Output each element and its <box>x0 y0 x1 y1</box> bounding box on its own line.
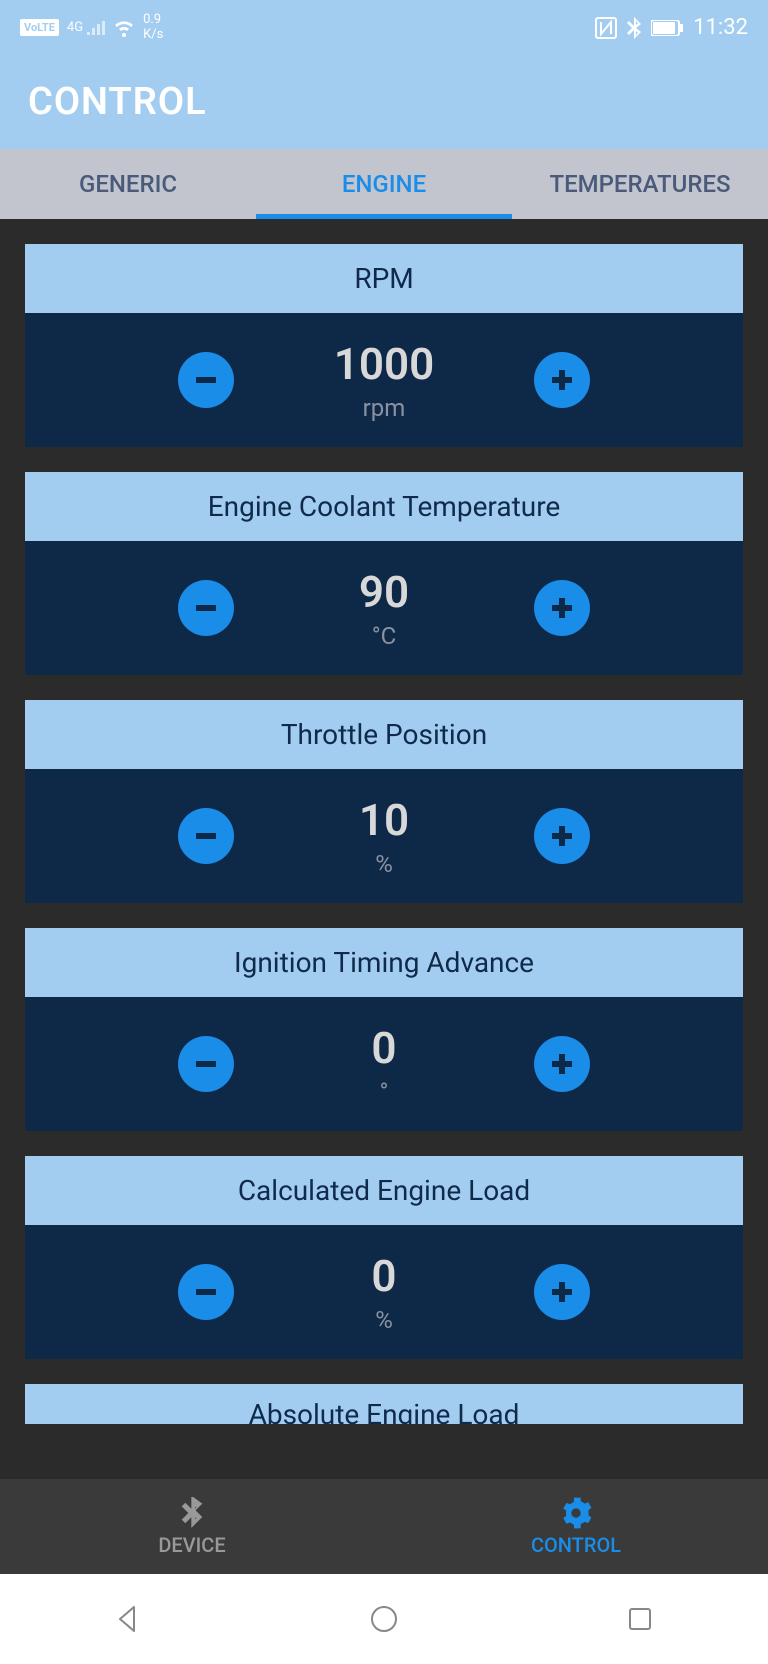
param-card-throttle: Throttle Position 10 % <box>25 700 743 903</box>
nav-label: DEVICE <box>158 1533 225 1557</box>
param-value-wrap: 1000 rpm <box>324 338 444 422</box>
param-value: 0 <box>324 1250 444 1302</box>
nav-label: CONTROL <box>531 1533 621 1557</box>
param-unit: % <box>324 850 444 878</box>
gear-icon <box>560 1497 592 1529</box>
minus-icon <box>190 1276 222 1308</box>
decrement-button[interactable] <box>178 808 234 864</box>
param-body: 10 % <box>25 769 743 903</box>
status-left: VoLTE 4G 0.9 K/s <box>20 13 163 42</box>
decrement-button[interactable] <box>178 580 234 636</box>
bluetooth-status-icon <box>627 17 641 39</box>
param-card-ignition: Ignition Timing Advance 0 ° <box>25 928 743 1131</box>
home-icon[interactable] <box>366 1601 402 1637</box>
param-unit: °C <box>324 622 444 650</box>
param-title: Engine Coolant Temperature <box>25 472 743 541</box>
param-value: 10 <box>324 794 444 846</box>
decrement-button[interactable] <box>178 1264 234 1320</box>
wifi-icon <box>113 19 135 37</box>
param-title: Calculated Engine Load <box>25 1156 743 1225</box>
param-title: Throttle Position <box>25 700 743 769</box>
param-title: Ignition Timing Advance <box>25 928 743 997</box>
minus-icon <box>190 1048 222 1080</box>
param-body: 1000 rpm <box>25 313 743 447</box>
nfc-icon <box>595 17 617 39</box>
tab-engine[interactable]: ENGINE <box>256 149 512 219</box>
param-value: 90 <box>324 566 444 618</box>
param-card-coolant: Engine Coolant Temperature 90 °C <box>25 472 743 675</box>
content-area[interactable]: RPM 1000 rpm Engine Coolant Temperature … <box>0 219 768 1479</box>
speed-unit: K/s <box>143 28 163 42</box>
param-body: 0 ° <box>25 997 743 1131</box>
increment-button[interactable] <box>534 352 590 408</box>
param-card-abs-load: Absolute Engine Load <box>25 1384 743 1424</box>
plus-icon <box>546 592 578 624</box>
speed-value: 0.9 <box>143 13 163 27</box>
minus-icon <box>190 820 222 852</box>
bluetooth-icon <box>176 1497 208 1529</box>
increment-button[interactable] <box>534 1264 590 1320</box>
signal-group: 4G <box>67 20 105 35</box>
plus-icon <box>546 1276 578 1308</box>
param-card-load: Calculated Engine Load 0 % <box>25 1156 743 1359</box>
minus-icon <box>190 592 222 624</box>
param-value: 0 <box>324 1022 444 1074</box>
minus-icon <box>190 364 222 396</box>
tab-temperatures[interactable]: TEMPERATURES <box>512 149 768 219</box>
status-time: 11:32 <box>693 15 748 40</box>
param-value: 1000 <box>324 338 444 390</box>
plus-icon <box>546 1048 578 1080</box>
param-value-wrap: 90 °C <box>324 566 444 650</box>
param-value-wrap: 10 % <box>324 794 444 878</box>
speed-group: 0.9 K/s <box>143 13 163 42</box>
param-value-wrap: 0 % <box>324 1250 444 1334</box>
increment-button[interactable] <box>534 1036 590 1092</box>
app-header: CONTROL <box>0 55 768 149</box>
status-bar: VoLTE 4G 0.9 K/s 11:32 <box>0 0 768 55</box>
battery-icon <box>651 20 683 36</box>
increment-button[interactable] <box>534 580 590 636</box>
param-unit: rpm <box>324 394 444 422</box>
param-title: RPM <box>25 244 743 313</box>
param-body: 90 °C <box>25 541 743 675</box>
param-value-wrap: 0 ° <box>324 1022 444 1106</box>
increment-button[interactable] <box>534 808 590 864</box>
param-title: Absolute Engine Load <box>25 1384 743 1424</box>
signal-icon <box>87 21 105 35</box>
page-title: CONTROL <box>28 80 740 124</box>
nav-device[interactable]: DEVICE <box>0 1479 384 1574</box>
param-card-rpm: RPM 1000 rpm <box>25 244 743 447</box>
status-right: 11:32 <box>595 15 748 40</box>
back-icon[interactable] <box>110 1601 146 1637</box>
recent-icon[interactable] <box>622 1601 658 1637</box>
decrement-button[interactable] <box>178 352 234 408</box>
system-nav-bar <box>0 1574 768 1664</box>
param-unit: % <box>324 1306 444 1334</box>
plus-icon <box>546 364 578 396</box>
decrement-button[interactable] <box>178 1036 234 1092</box>
plus-icon <box>546 820 578 852</box>
param-unit: ° <box>324 1078 444 1106</box>
tab-generic[interactable]: GENERIC <box>0 149 256 219</box>
signal-label: 4G <box>67 20 83 35</box>
nav-control[interactable]: CONTROL <box>384 1479 768 1574</box>
bottom-nav: DEVICE CONTROL <box>0 1479 768 1574</box>
tab-bar: GENERIC ENGINE TEMPERATURES <box>0 149 768 219</box>
param-body: 0 % <box>25 1225 743 1359</box>
volte-badge: VoLTE <box>20 19 59 36</box>
